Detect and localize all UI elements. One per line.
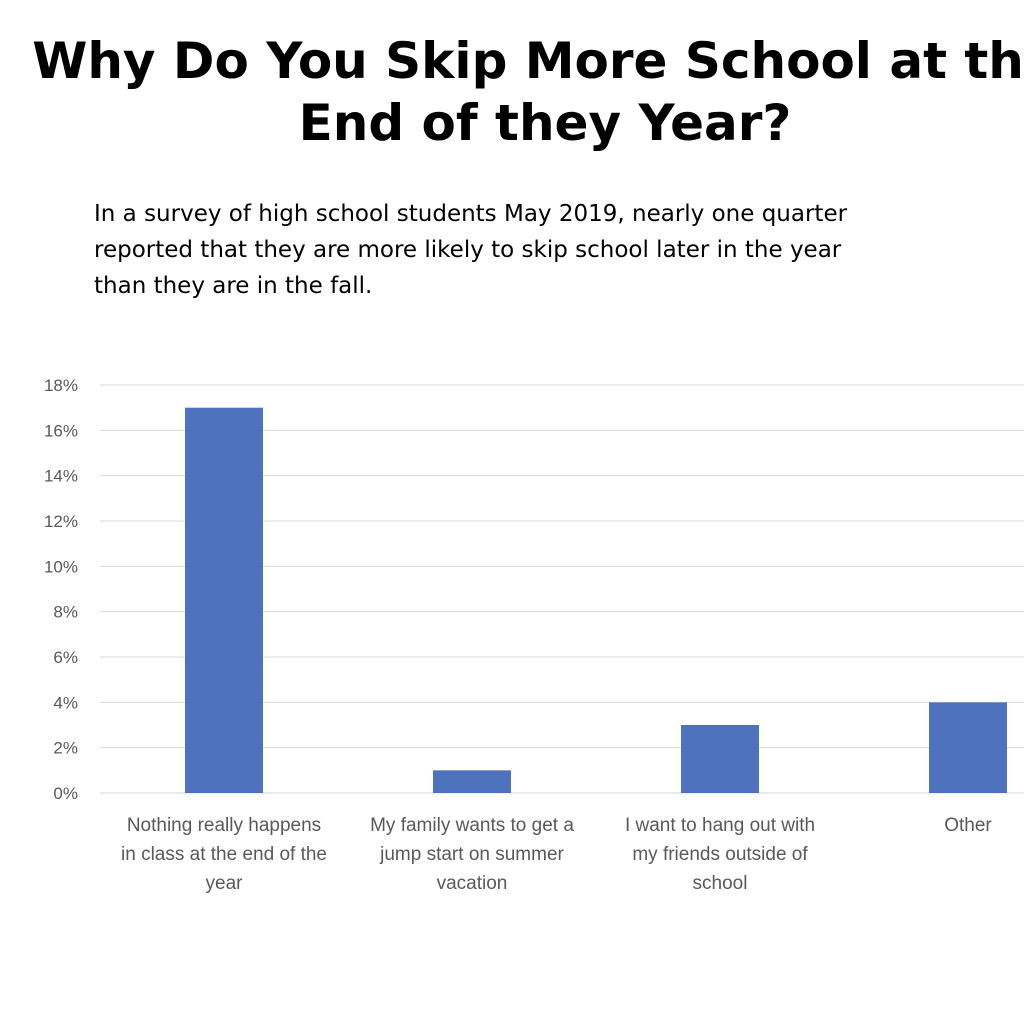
y-tick-label: 16% bbox=[44, 421, 78, 440]
y-axis-tick-labels: 0% 2% 4% 6% 8% 10% 12% 14% 16% 18% bbox=[44, 376, 78, 803]
y-tick-label: 14% bbox=[44, 467, 78, 486]
x-category-label: Nothing really happens in class at the en… bbox=[121, 815, 327, 894]
y-tick-label: 8% bbox=[53, 603, 78, 622]
bar bbox=[433, 770, 511, 793]
bar bbox=[681, 725, 759, 793]
y-tick-label: 0% bbox=[53, 784, 78, 803]
bar-chart: 0% 2% 4% 6% 8% 10% 12% 14% 16% 18% Nothing really… bbox=[44, 376, 1024, 894]
y-tick-label: 10% bbox=[44, 557, 78, 576]
x-category-label: Other bbox=[944, 815, 992, 836]
x-category-label-line: school bbox=[693, 873, 748, 894]
slide-title-line-2: End of they Year? bbox=[298, 94, 792, 152]
bar bbox=[929, 702, 1007, 793]
x-category-label: My family wants to get a jump start on su… bbox=[370, 815, 574, 894]
y-tick-label: 12% bbox=[44, 512, 78, 531]
x-category-label-line: jump start on summer bbox=[379, 844, 564, 865]
x-category-label-line: in class at the end of the bbox=[121, 844, 327, 865]
x-category-label-line: Nothing really happens bbox=[127, 815, 321, 836]
slide-subtitle-line-3: than they are in the fall. bbox=[94, 273, 373, 299]
y-tick-label: 4% bbox=[53, 693, 78, 712]
x-category-label-line: vacation bbox=[437, 873, 508, 894]
bar bbox=[185, 407, 263, 793]
x-category-label-line: my friends outside of bbox=[632, 844, 808, 865]
y-tick-label: 6% bbox=[53, 648, 78, 667]
slide-subtitle-line-2: reported that they are more likely to sk… bbox=[94, 237, 842, 263]
y-tick-label: 18% bbox=[44, 376, 78, 395]
bars bbox=[185, 407, 1007, 793]
x-category-label-line: I want to hang out with bbox=[625, 815, 815, 836]
slide-title: Why Do You Skip More School at the End o… bbox=[0, 30, 1024, 154]
x-category-label: I want to hang out with my friends outsid… bbox=[625, 815, 815, 894]
x-category-label-line: Other bbox=[944, 815, 992, 836]
x-category-label-line: year bbox=[206, 873, 244, 894]
x-axis-category-labels: Nothing really happens in class at the en… bbox=[121, 815, 992, 894]
y-tick-label: 2% bbox=[53, 739, 78, 758]
x-category-label-line: My family wants to get a bbox=[370, 815, 574, 836]
slide-title-line-1: Why Do You Skip More School at the bbox=[32, 32, 1024, 90]
slide-subtitle: In a survey of high school students May … bbox=[94, 196, 974, 304]
slide-subtitle-line-1: In a survey of high school students May … bbox=[94, 201, 848, 227]
